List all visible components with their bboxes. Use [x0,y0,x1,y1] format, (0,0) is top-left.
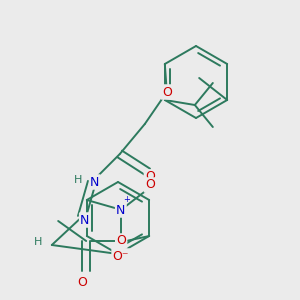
Text: H: H [34,237,42,247]
Text: N: N [90,176,100,188]
Text: N: N [116,203,125,217]
Text: O: O [116,235,126,248]
Text: O⁻: O⁻ [112,250,129,262]
Text: +: + [123,196,130,205]
Text: O: O [77,277,87,290]
Text: O: O [145,178,155,191]
Text: H: H [74,175,82,185]
Text: O: O [162,85,172,98]
Text: O: O [145,170,155,184]
Text: N: N [80,214,89,226]
